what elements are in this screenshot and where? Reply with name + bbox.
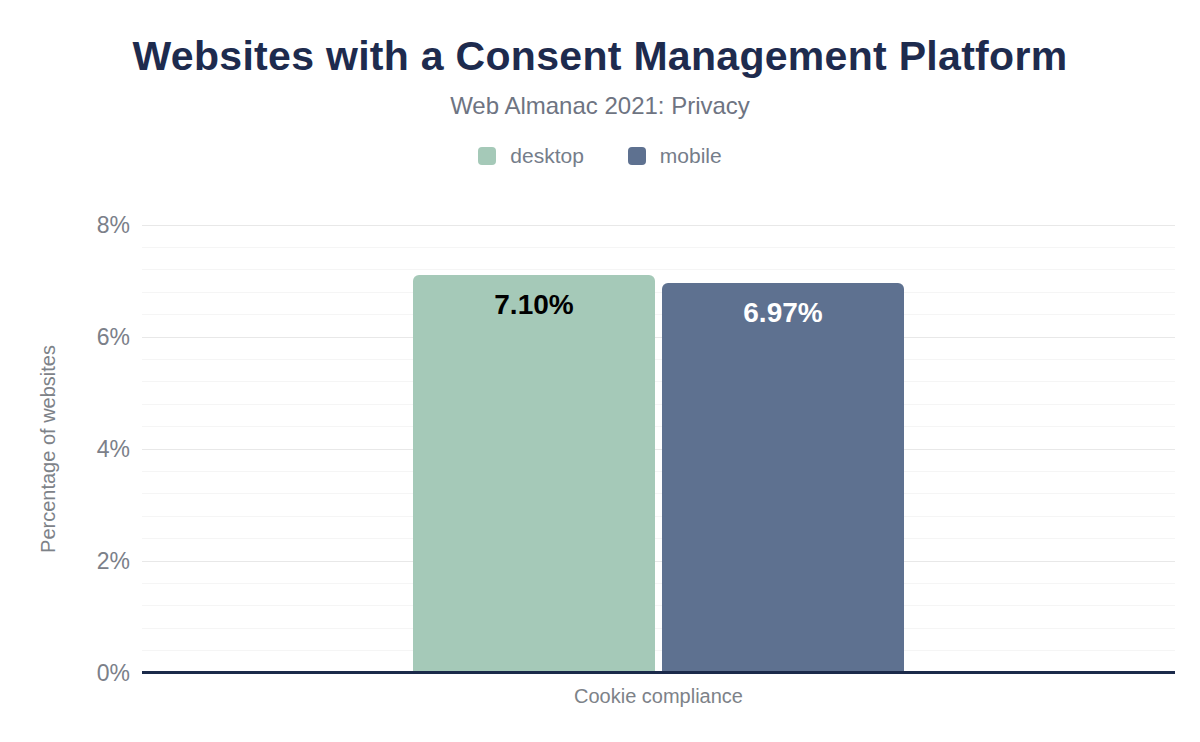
chart-region: Percentage of websites 7.10%6.97% Cookie… — [0, 0, 1200, 742]
minor-gridline — [142, 471, 1175, 472]
y-axis-tick-label: 4% — [0, 437, 130, 461]
minor-gridline — [142, 605, 1175, 606]
minor-gridline — [142, 538, 1175, 539]
minor-gridline — [142, 493, 1175, 494]
y-axis-tick-label: 8% — [0, 213, 130, 237]
minor-gridline — [142, 583, 1175, 584]
major-gridline — [142, 225, 1175, 226]
minor-gridline — [142, 404, 1175, 405]
minor-gridline — [142, 359, 1175, 360]
y-axis-tick-label: 6% — [0, 325, 130, 349]
bar-value-label: 6.97% — [662, 297, 904, 329]
y-axis-tick-label: 2% — [0, 549, 130, 573]
major-gridline — [142, 561, 1175, 562]
minor-gridline — [142, 628, 1175, 629]
major-gridline — [142, 449, 1175, 450]
minor-gridline — [142, 426, 1175, 427]
minor-gridline — [142, 516, 1175, 517]
bar-desktop: 7.10% — [413, 275, 655, 673]
chart-container: Websites with a Consent Management Platf… — [0, 0, 1200, 742]
minor-gridline — [142, 381, 1175, 382]
major-gridline — [142, 337, 1175, 338]
minor-gridline — [142, 269, 1175, 270]
minor-gridline — [142, 247, 1175, 248]
y-axis-tick-label: 0% — [0, 661, 130, 685]
bar-mobile: 6.97% — [662, 283, 904, 673]
minor-gridline — [142, 314, 1175, 315]
minor-gridline — [142, 292, 1175, 293]
x-axis-category-label: Cookie compliance — [142, 685, 1175, 708]
bar-value-label: 7.10% — [413, 289, 655, 321]
plot-area: 7.10%6.97% — [142, 225, 1175, 673]
minor-gridline — [142, 650, 1175, 651]
x-axis-baseline — [142, 671, 1175, 674]
